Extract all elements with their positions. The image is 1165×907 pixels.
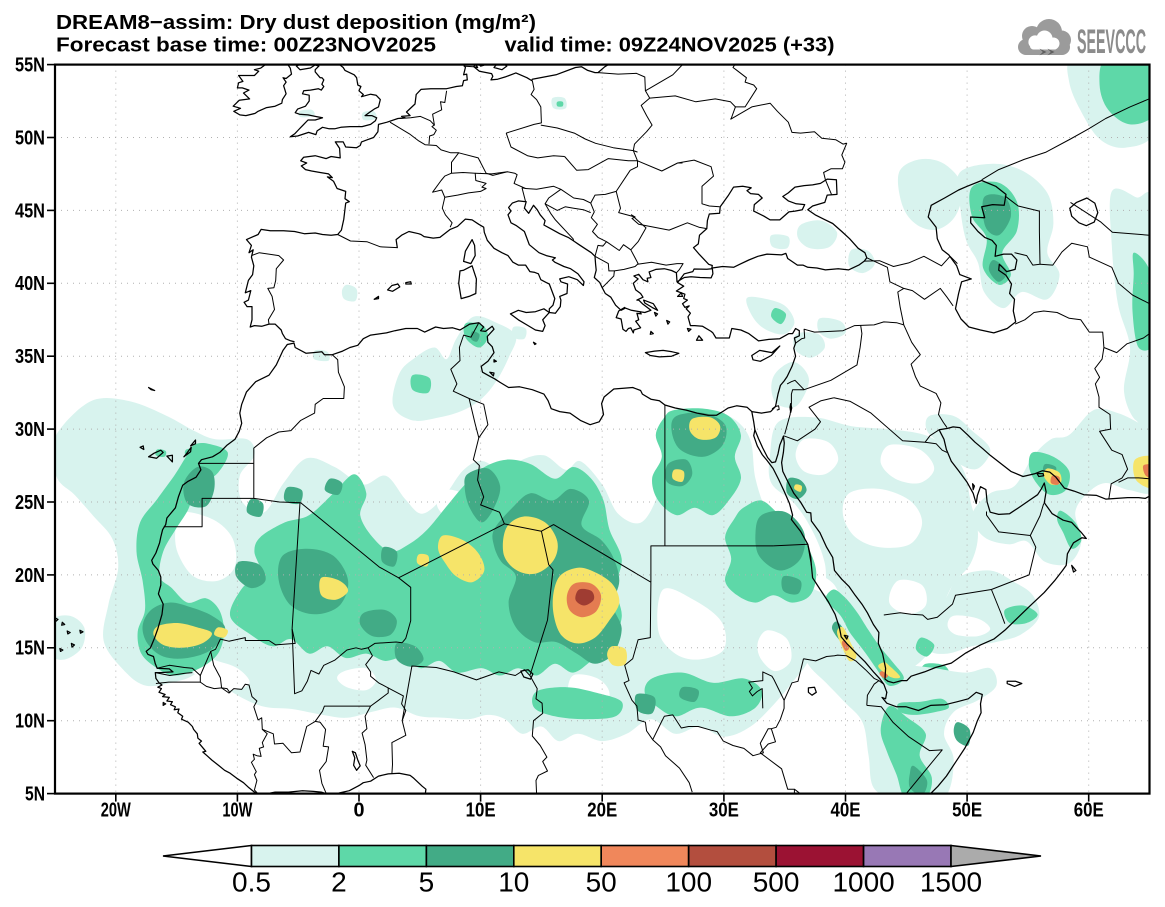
svg-text:50: 50: [586, 867, 617, 898]
svg-text:15N: 15N: [15, 638, 45, 660]
svg-text:1000: 1000: [832, 867, 894, 898]
svg-text:30N: 30N: [15, 419, 45, 441]
svg-text:35N: 35N: [15, 346, 45, 368]
svg-text:0: 0: [354, 800, 365, 822]
svg-text:40N: 40N: [15, 273, 45, 295]
svg-text:60E: 60E: [1074, 800, 1104, 822]
svg-text:30E: 30E: [709, 800, 739, 822]
svg-text:50N: 50N: [15, 127, 45, 149]
svg-text:45N: 45N: [15, 200, 45, 222]
svg-text:500: 500: [753, 867, 800, 898]
svg-text:100: 100: [665, 867, 712, 898]
svg-text:0.5: 0.5: [232, 867, 271, 898]
svg-text:Forecast base time: 00Z23NOV20: Forecast base time: 00Z23NOV2025: [56, 34, 436, 57]
svg-text:5: 5: [419, 867, 435, 898]
svg-text:valid time: 09Z24NOV2025 (+33): valid time: 09Z24NOV2025 (+33): [505, 34, 835, 57]
svg-text:40E: 40E: [831, 800, 861, 822]
svg-text:10E: 10E: [466, 800, 496, 822]
svg-text:20E: 20E: [587, 800, 617, 822]
svg-text:10W: 10W: [222, 800, 252, 822]
svg-text:10: 10: [498, 867, 529, 898]
svg-text:5N: 5N: [25, 784, 45, 806]
svg-text:55N: 55N: [15, 55, 45, 77]
svg-text:20W: 20W: [101, 800, 131, 822]
svg-text:2: 2: [331, 867, 347, 898]
svg-text:DREAM8−assim: Dry dust deposit: DREAM8−assim: Dry dust deposition (mg/m²…: [56, 11, 536, 34]
svg-text:25N: 25N: [15, 492, 45, 514]
svg-text:10N: 10N: [15, 711, 45, 733]
svg-text:SEEVCCC: SEEVCCC: [1077, 23, 1146, 61]
svg-text:20N: 20N: [15, 565, 45, 587]
svg-text:50E: 50E: [952, 800, 982, 822]
svg-text:1500: 1500: [920, 867, 982, 898]
